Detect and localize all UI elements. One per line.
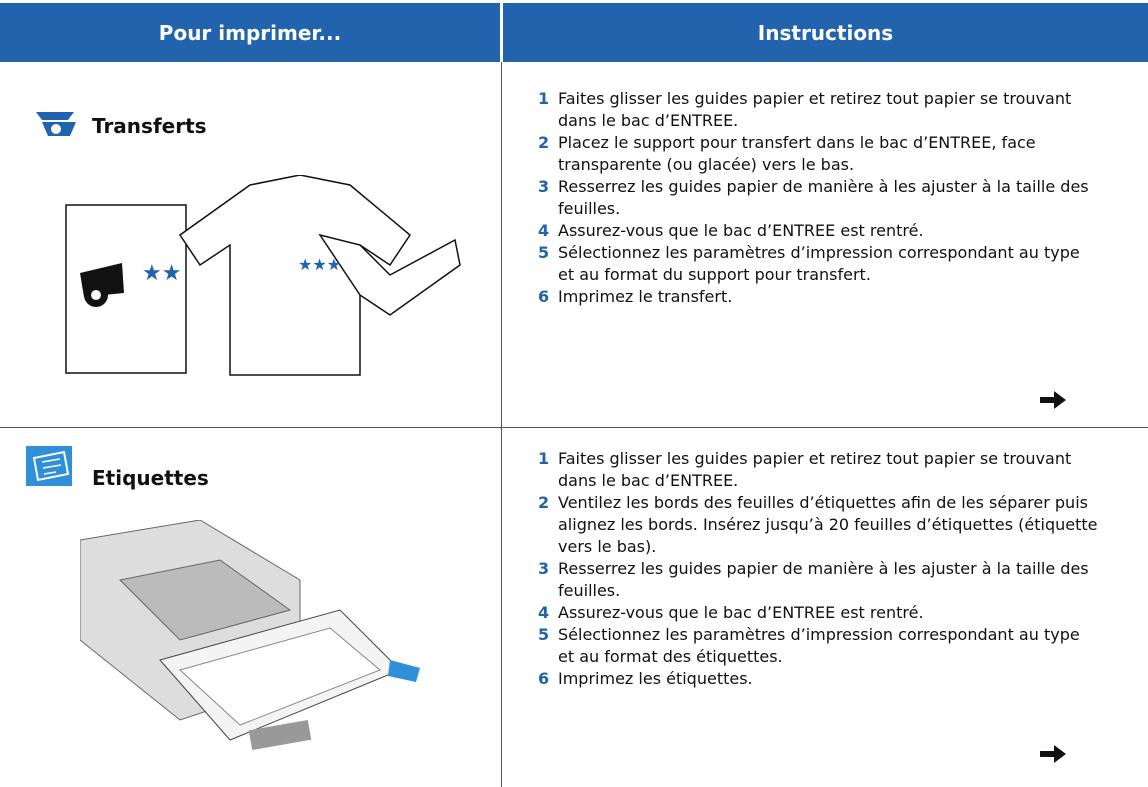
- step-number: 2: [538, 133, 550, 152]
- label-icon: [26, 446, 72, 486]
- step-number: 5: [538, 243, 550, 262]
- step: 4 Assurez-vous que le bac d’ENTREE est re…: [538, 602, 1098, 624]
- step-number: 1: [538, 89, 550, 108]
- step-number: 4: [538, 221, 550, 240]
- transfer-icon: [36, 112, 76, 136]
- step-number: 5: [538, 625, 550, 644]
- column-header: Pour imprimer...: [0, 3, 500, 62]
- step: 3 Resserrez les guides papier de manière …: [538, 558, 1098, 602]
- printer-illustration: [80, 520, 420, 751]
- svg-text:★★★: ★★★: [298, 255, 341, 274]
- step: 3 Resserrez les guides papier de manière …: [538, 176, 1098, 220]
- step: 1 Faites glisser les guides papier et ret…: [538, 448, 1098, 492]
- step-text: Assurez-vous que le bac d’ENTREE est ren…: [558, 221, 924, 240]
- step: 1 Faites glisser les guides papier et ret…: [538, 88, 1098, 132]
- step-number: 6: [538, 669, 550, 688]
- next-arrow: [1040, 745, 1066, 763]
- step: 2 Placez le support pour transfert dans l…: [538, 132, 1098, 176]
- step-number: 2: [538, 493, 550, 512]
- step-number: 1: [538, 449, 550, 468]
- step-text: Placez le support pour transfert dans le…: [558, 133, 1036, 174]
- transfer-illustration: ★★ ★★★: [65, 175, 461, 376]
- step-text: Sélectionnez les paramètres d’impression…: [558, 243, 1080, 284]
- step: 6 Imprimez le transfert.: [538, 286, 1098, 308]
- divider: [0, 427, 1148, 428]
- step-number: 3: [538, 559, 550, 578]
- step: 2 Ventilez les bords des feuilles d’étiqu…: [538, 492, 1098, 558]
- step-number: 6: [538, 287, 550, 306]
- column-header: Instructions: [503, 3, 1148, 62]
- step: 4 Assurez-vous que le bac d’ENTREE est re…: [538, 220, 1098, 242]
- step-text: Faites glisser les guides papier et reti…: [558, 89, 1072, 130]
- next-arrow: [1040, 391, 1066, 409]
- divider: [501, 62, 502, 787]
- step-text: Faites glisser les guides papier et reti…: [558, 449, 1072, 490]
- step-list: 1 Faites glisser les guides papier et ret…: [538, 448, 1098, 690]
- step-text: Assurez-vous que le bac d’ENTREE est ren…: [558, 603, 924, 622]
- step: 5 Sélectionnez les paramètres d’impressio…: [538, 242, 1098, 286]
- step-text: Imprimez le transfert.: [558, 287, 733, 306]
- step-text: Imprimez les étiquettes.: [558, 669, 753, 688]
- step: 6 Imprimez les étiquettes.: [538, 668, 1098, 690]
- row-title: Etiquettes: [92, 466, 209, 490]
- step-text: Resserrez les guides papier de manière à…: [558, 177, 1089, 218]
- step: 5 Sélectionnez les paramètres d’impressio…: [538, 624, 1098, 668]
- step-text: Ventilez les bords des feuilles d’étique…: [558, 493, 1098, 556]
- step-text: Resserrez les guides papier de manière à…: [558, 559, 1089, 600]
- row-title: Transferts: [92, 114, 207, 138]
- step-number: 3: [538, 177, 550, 196]
- svg-text:★★: ★★: [142, 261, 181, 286]
- step-list: 1 Faites glisser les guides papier et ret…: [538, 88, 1098, 308]
- step-number: 4: [538, 603, 550, 622]
- step-text: Sélectionnez les paramètres d’impression…: [558, 625, 1080, 666]
